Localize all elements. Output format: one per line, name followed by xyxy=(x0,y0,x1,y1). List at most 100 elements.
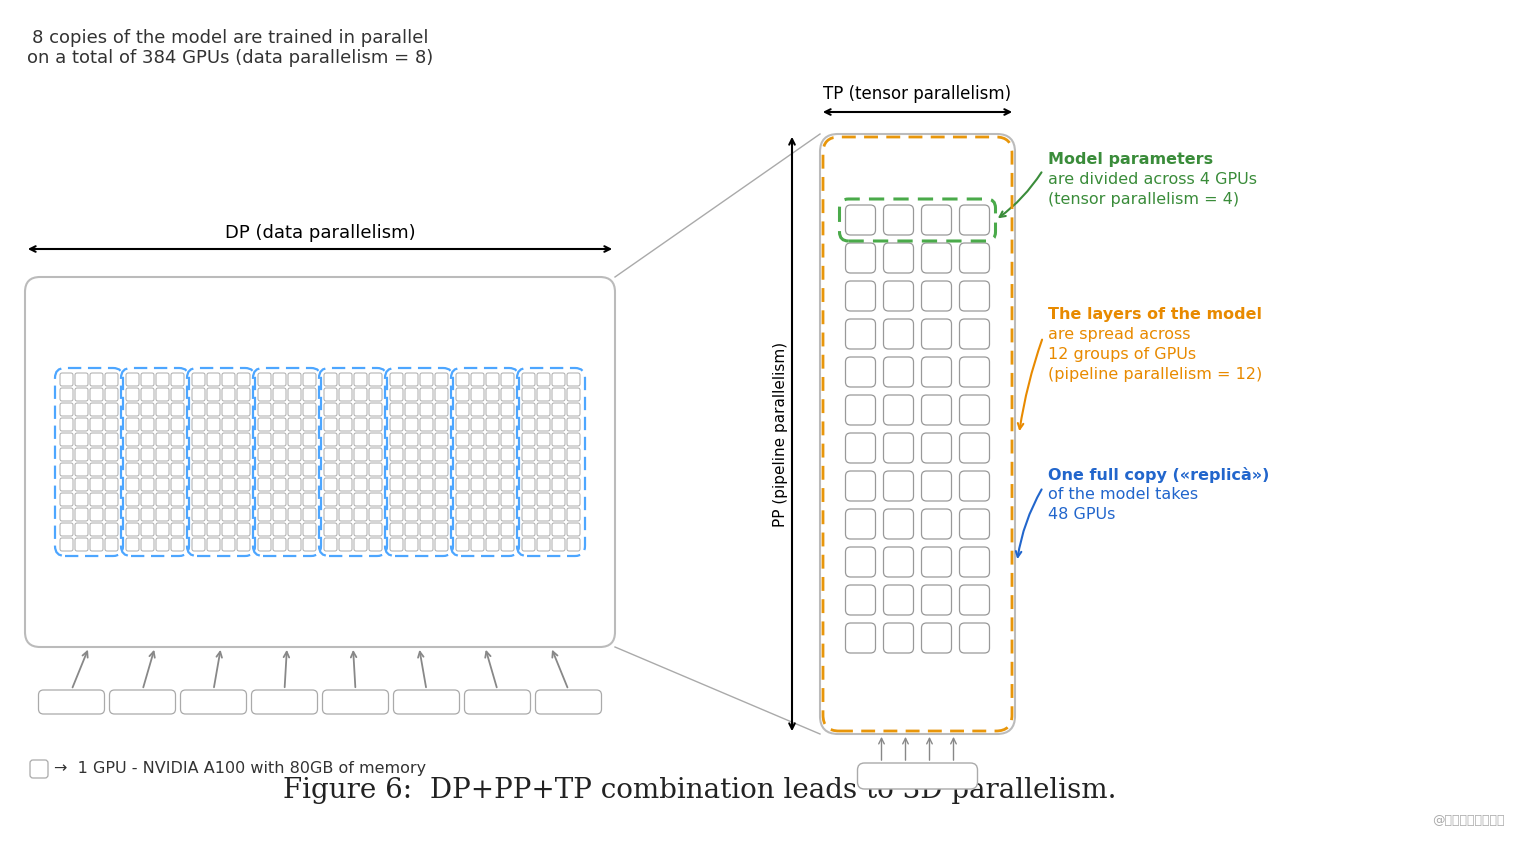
FancyBboxPatch shape xyxy=(105,403,118,416)
FancyBboxPatch shape xyxy=(435,523,448,536)
Text: One full copy («replicà»): One full copy («replicà») xyxy=(1048,467,1270,483)
FancyBboxPatch shape xyxy=(274,478,286,491)
FancyBboxPatch shape xyxy=(324,388,338,401)
FancyBboxPatch shape xyxy=(354,373,367,386)
FancyBboxPatch shape xyxy=(24,277,614,647)
FancyBboxPatch shape xyxy=(390,433,403,446)
FancyBboxPatch shape xyxy=(339,403,351,416)
FancyBboxPatch shape xyxy=(141,523,154,536)
FancyBboxPatch shape xyxy=(536,388,550,401)
FancyBboxPatch shape xyxy=(141,478,154,491)
FancyBboxPatch shape xyxy=(125,523,139,536)
FancyBboxPatch shape xyxy=(883,547,914,577)
FancyBboxPatch shape xyxy=(206,538,220,551)
FancyBboxPatch shape xyxy=(237,523,251,536)
FancyBboxPatch shape xyxy=(324,538,338,551)
FancyBboxPatch shape xyxy=(90,388,102,401)
FancyBboxPatch shape xyxy=(75,463,89,476)
FancyBboxPatch shape xyxy=(523,463,535,476)
FancyBboxPatch shape xyxy=(471,388,484,401)
FancyBboxPatch shape xyxy=(394,690,460,714)
Text: Model parameters: Model parameters xyxy=(1048,152,1213,167)
FancyBboxPatch shape xyxy=(536,478,550,491)
FancyBboxPatch shape xyxy=(125,433,139,446)
FancyBboxPatch shape xyxy=(287,538,301,551)
FancyBboxPatch shape xyxy=(501,463,513,476)
FancyBboxPatch shape xyxy=(237,463,251,476)
FancyBboxPatch shape xyxy=(206,388,220,401)
FancyBboxPatch shape xyxy=(455,448,469,461)
FancyBboxPatch shape xyxy=(390,388,403,401)
FancyBboxPatch shape xyxy=(845,471,876,501)
FancyBboxPatch shape xyxy=(921,281,952,311)
FancyBboxPatch shape xyxy=(354,478,367,491)
FancyBboxPatch shape xyxy=(354,388,367,401)
Text: are spread across: are spread across xyxy=(1048,327,1190,342)
FancyBboxPatch shape xyxy=(354,508,367,521)
FancyBboxPatch shape xyxy=(420,373,432,386)
Text: data batch #8: data batch #8 xyxy=(536,697,601,706)
FancyBboxPatch shape xyxy=(274,493,286,506)
FancyBboxPatch shape xyxy=(821,134,1015,734)
FancyBboxPatch shape xyxy=(960,547,990,577)
FancyBboxPatch shape xyxy=(883,509,914,539)
FancyBboxPatch shape xyxy=(303,373,316,386)
FancyBboxPatch shape xyxy=(405,418,419,431)
FancyBboxPatch shape xyxy=(303,463,316,476)
Text: data batch #4: data batch #4 xyxy=(252,697,316,706)
FancyBboxPatch shape xyxy=(324,448,338,461)
FancyBboxPatch shape xyxy=(567,418,581,431)
FancyBboxPatch shape xyxy=(390,463,403,476)
FancyBboxPatch shape xyxy=(845,205,876,235)
FancyBboxPatch shape xyxy=(960,585,990,615)
FancyBboxPatch shape xyxy=(287,493,301,506)
FancyBboxPatch shape xyxy=(536,523,550,536)
FancyBboxPatch shape xyxy=(75,478,89,491)
FancyBboxPatch shape xyxy=(258,388,270,401)
FancyBboxPatch shape xyxy=(471,478,484,491)
FancyBboxPatch shape xyxy=(552,538,565,551)
FancyBboxPatch shape xyxy=(274,523,286,536)
FancyBboxPatch shape xyxy=(420,508,432,521)
Text: are divided across 4 GPUs: are divided across 4 GPUs xyxy=(1048,172,1258,187)
FancyBboxPatch shape xyxy=(435,493,448,506)
FancyBboxPatch shape xyxy=(125,478,139,491)
FancyBboxPatch shape xyxy=(222,373,235,386)
FancyBboxPatch shape xyxy=(90,523,102,536)
FancyBboxPatch shape xyxy=(486,508,500,521)
FancyBboxPatch shape xyxy=(486,463,500,476)
FancyBboxPatch shape xyxy=(324,523,338,536)
FancyBboxPatch shape xyxy=(156,463,170,476)
FancyBboxPatch shape xyxy=(471,538,484,551)
FancyBboxPatch shape xyxy=(156,388,170,401)
FancyBboxPatch shape xyxy=(303,418,316,431)
FancyBboxPatch shape xyxy=(222,523,235,536)
FancyBboxPatch shape xyxy=(486,538,500,551)
Text: Figure 6:  DP+PP+TP combination leads to 3D parallelism.: Figure 6: DP+PP+TP combination leads to … xyxy=(283,777,1117,804)
FancyBboxPatch shape xyxy=(274,538,286,551)
FancyBboxPatch shape xyxy=(567,508,581,521)
FancyBboxPatch shape xyxy=(206,418,220,431)
FancyBboxPatch shape xyxy=(258,448,270,461)
FancyBboxPatch shape xyxy=(60,373,73,386)
Text: @稿土掴金技术社区: @稿土掴金技术社区 xyxy=(1433,814,1505,827)
FancyBboxPatch shape xyxy=(75,493,89,506)
Text: DP (data parallelism): DP (data parallelism) xyxy=(225,224,416,242)
FancyBboxPatch shape xyxy=(274,448,286,461)
FancyBboxPatch shape xyxy=(455,463,469,476)
FancyBboxPatch shape xyxy=(501,508,513,521)
FancyBboxPatch shape xyxy=(567,448,581,461)
FancyBboxPatch shape xyxy=(193,448,205,461)
FancyBboxPatch shape xyxy=(274,418,286,431)
FancyBboxPatch shape xyxy=(390,508,403,521)
FancyBboxPatch shape xyxy=(354,403,367,416)
FancyBboxPatch shape xyxy=(435,463,448,476)
FancyBboxPatch shape xyxy=(339,418,351,431)
FancyBboxPatch shape xyxy=(435,373,448,386)
FancyBboxPatch shape xyxy=(455,523,469,536)
FancyBboxPatch shape xyxy=(274,388,286,401)
FancyBboxPatch shape xyxy=(845,395,876,425)
FancyBboxPatch shape xyxy=(339,523,351,536)
FancyBboxPatch shape xyxy=(60,448,73,461)
FancyBboxPatch shape xyxy=(368,373,382,386)
